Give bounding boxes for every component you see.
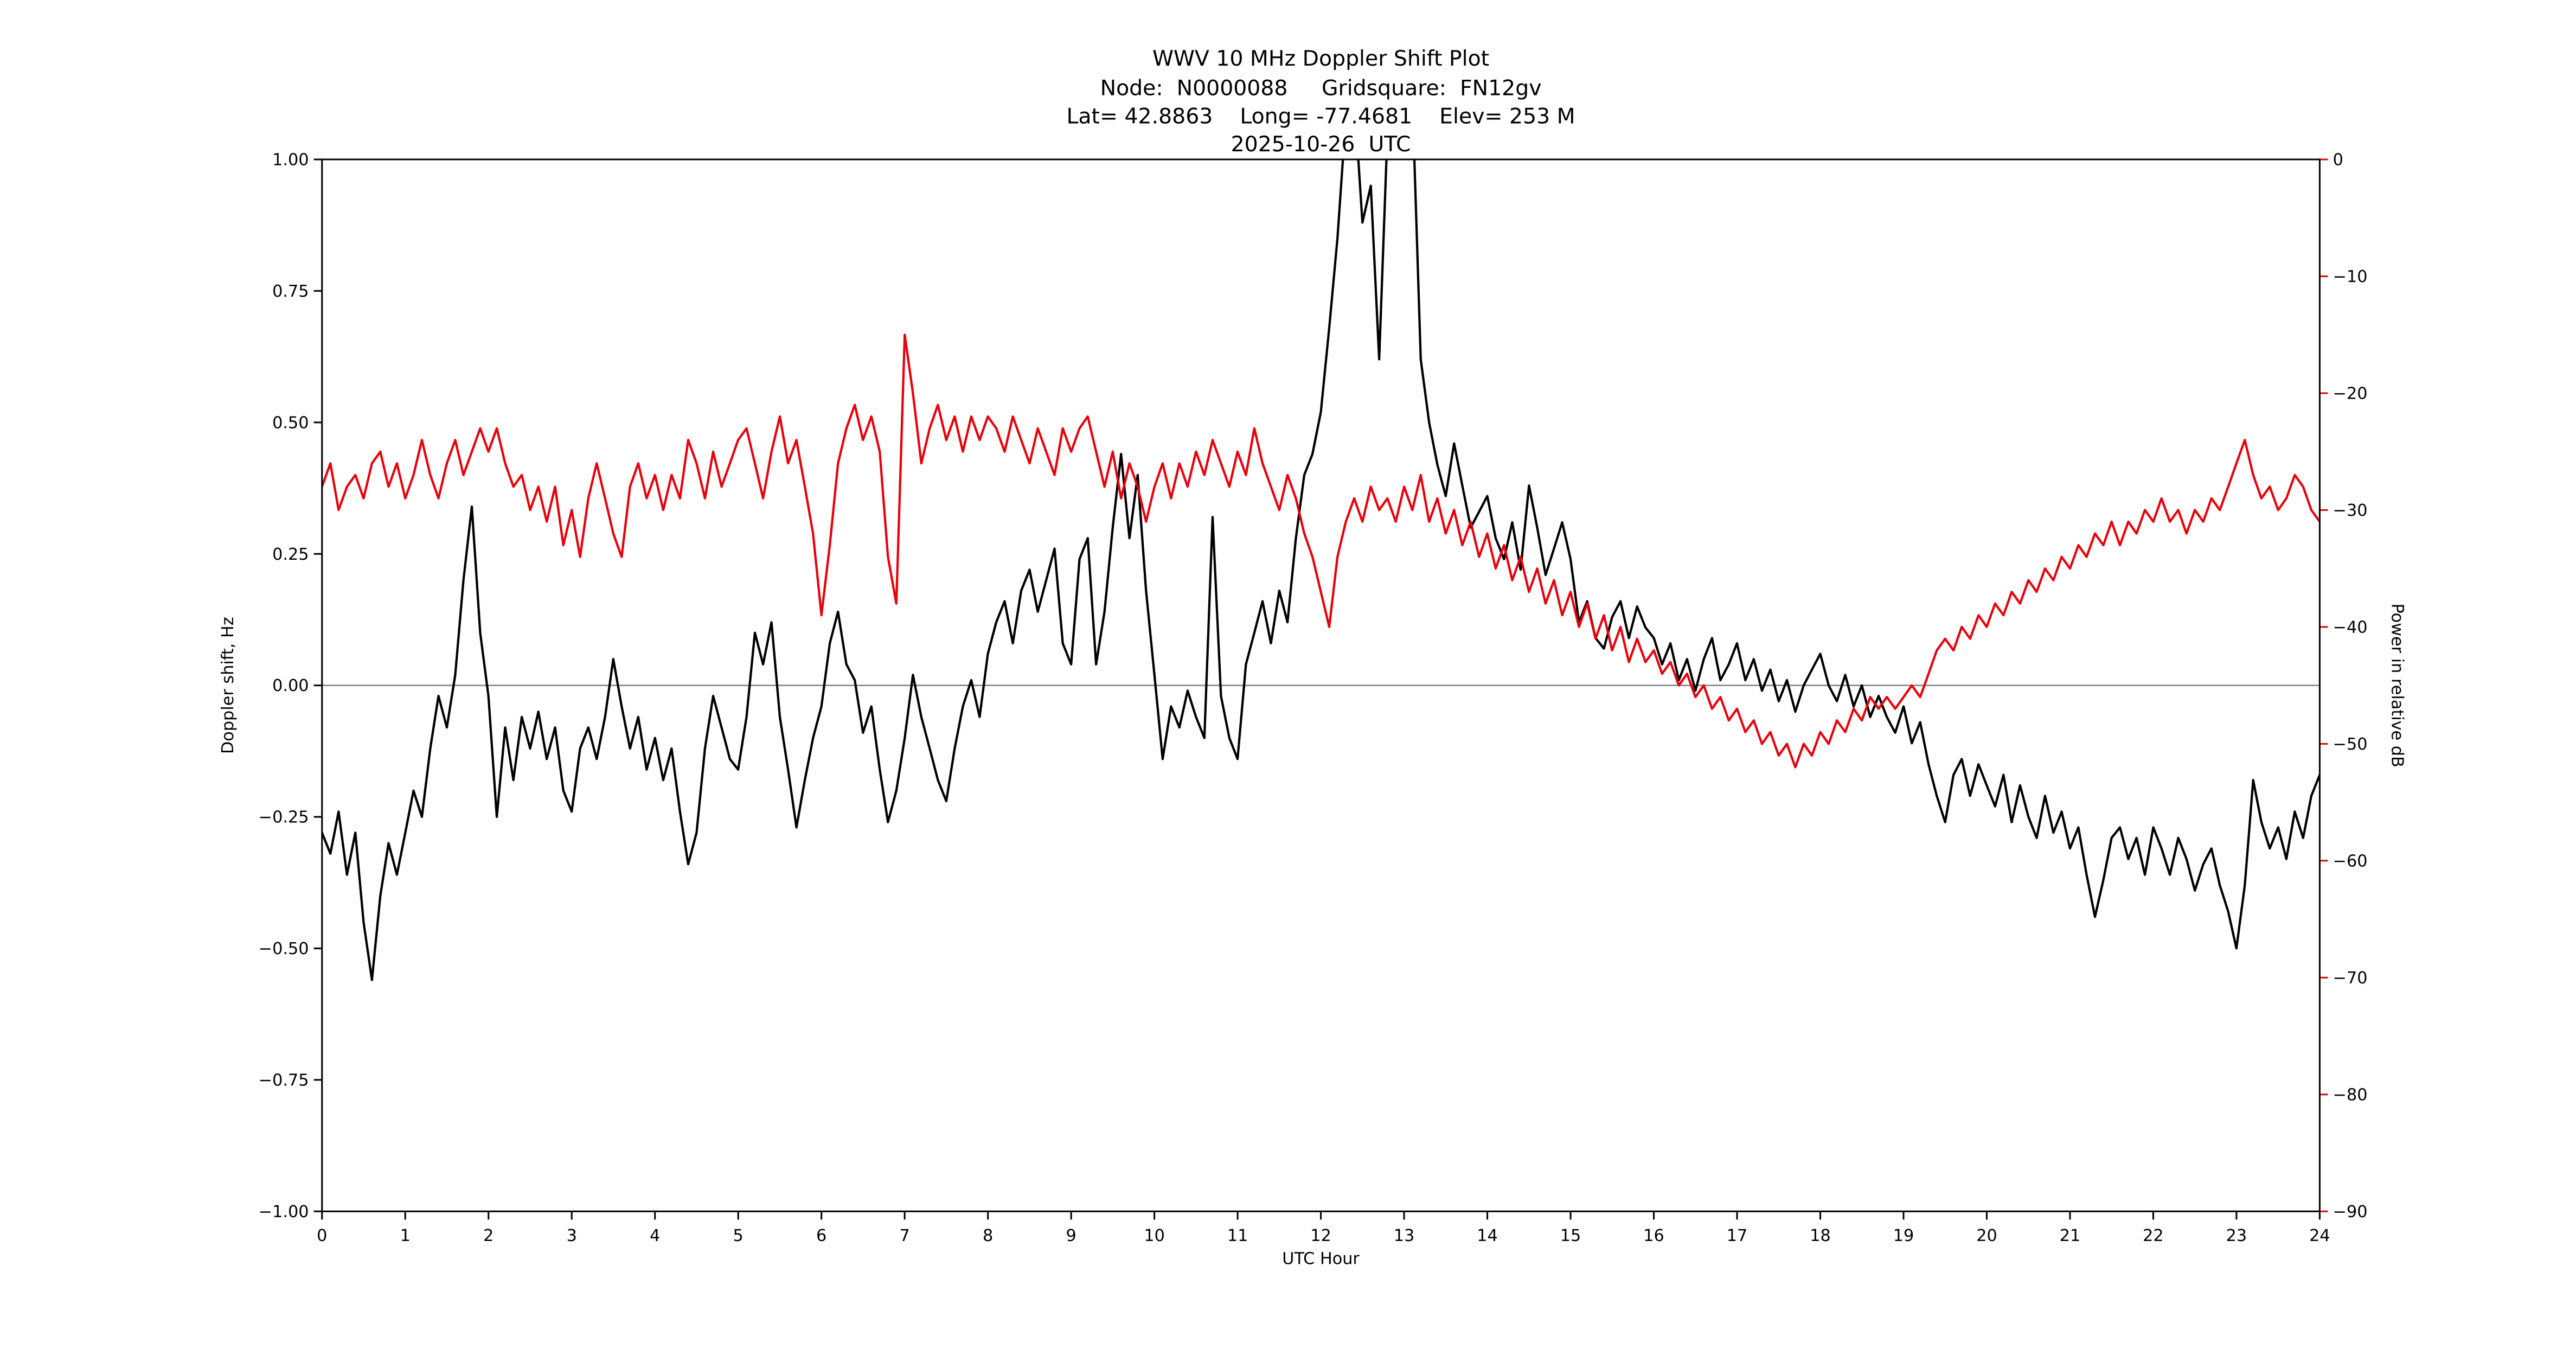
y-right-tick-label: −50	[2333, 735, 2368, 754]
x-axis-label: UTC Hour	[1282, 1249, 1360, 1268]
y-left-tick-label: 0.75	[272, 282, 309, 301]
x-tick-label: 10	[1144, 1226, 1165, 1245]
x-tick-label: 12	[1310, 1226, 1331, 1245]
x-tick-label: 4	[650, 1226, 660, 1245]
x-tick-label: 2	[483, 1226, 494, 1245]
chart-title-block: WWV 10 MHz Doppler Shift Plot Node: N000…	[1067, 46, 1575, 157]
y-right-tick-label: −60	[2333, 852, 2368, 871]
x-tick-label: 16	[1643, 1226, 1664, 1245]
x-tick-label: 21	[2060, 1226, 2081, 1245]
chart-subtitle-node: Node: N0000088 Gridsquare: FN12gv	[1100, 76, 1542, 101]
x-tick-label: 18	[1810, 1226, 1831, 1245]
y-left-tick-label: 0.50	[272, 413, 309, 432]
y-left-tick-label: −1.00	[259, 1203, 309, 1221]
y-left-tick-label: −0.50	[259, 939, 309, 958]
y-axis-label-right: Power in relative dB	[2388, 603, 2407, 767]
y-left-tick-label: 1.00	[272, 151, 309, 170]
chart-subtitle-location: Lat= 42.8863 Long= -77.4681 Elev= 253 M	[1067, 104, 1575, 129]
x-tick-label: 13	[1394, 1226, 1415, 1245]
x-tick-label: 23	[2226, 1226, 2247, 1245]
chart-subtitle-date: 2025-10-26 UTC	[1231, 132, 1411, 157]
y-left-tick-label: 0.00	[272, 676, 309, 695]
y-right-tick-label: 0	[2333, 151, 2343, 170]
x-tick-label: 17	[1727, 1226, 1748, 1245]
x-tick-label: 14	[1477, 1226, 1498, 1245]
y-right-tick-label: −90	[2333, 1203, 2368, 1221]
y-left-tick-label: −0.75	[259, 1071, 309, 1090]
series-doppler_shift_hz	[322, 159, 2320, 981]
x-tick-label: 5	[733, 1226, 744, 1245]
series-power_relative_db	[322, 334, 2320, 769]
y-right-tick-label: −10	[2333, 267, 2368, 286]
y-right-tick-label: −30	[2333, 501, 2368, 520]
x-tick-label: 0	[317, 1226, 327, 1245]
x-tick-label: 3	[567, 1226, 577, 1245]
x-tick-label: 11	[1227, 1226, 1248, 1245]
y-right-tick-label: −70	[2333, 969, 2368, 988]
series-layer	[322, 159, 2320, 981]
x-tick-label: 19	[1893, 1226, 1914, 1245]
plot-border	[321, 158, 2321, 1212]
y-left-tick-label: 0.25	[272, 545, 309, 564]
y-left-tick-label: −0.25	[259, 808, 309, 827]
y-right-tick-label: −80	[2333, 1085, 2368, 1104]
y-right-tick-label: −40	[2333, 618, 2368, 637]
x-tick-label: 7	[900, 1226, 910, 1245]
x-tick-label: 24	[2309, 1226, 2330, 1245]
x-tick-label: 1	[400, 1226, 411, 1245]
y-axis-label-left: Doppler shift, Hz	[219, 617, 238, 754]
axes-layer: 0 1 2 3 4 5 6 7 8 9 10 11 12 13 14 15 16 17 18 19 20 21 22 23 24…	[259, 151, 2368, 1245]
x-tick-label: 6	[816, 1226, 826, 1245]
x-tick-label: 22	[2143, 1226, 2164, 1245]
x-tick-label: 8	[983, 1226, 993, 1245]
x-tick-label: 9	[1066, 1226, 1076, 1245]
x-tick-label: 15	[1560, 1226, 1581, 1245]
y-right-tick-label: −20	[2333, 385, 2368, 404]
chart-title: WWV 10 MHz Doppler Shift Plot	[1152, 46, 1489, 71]
x-tick-label: 20	[1976, 1226, 1997, 1245]
